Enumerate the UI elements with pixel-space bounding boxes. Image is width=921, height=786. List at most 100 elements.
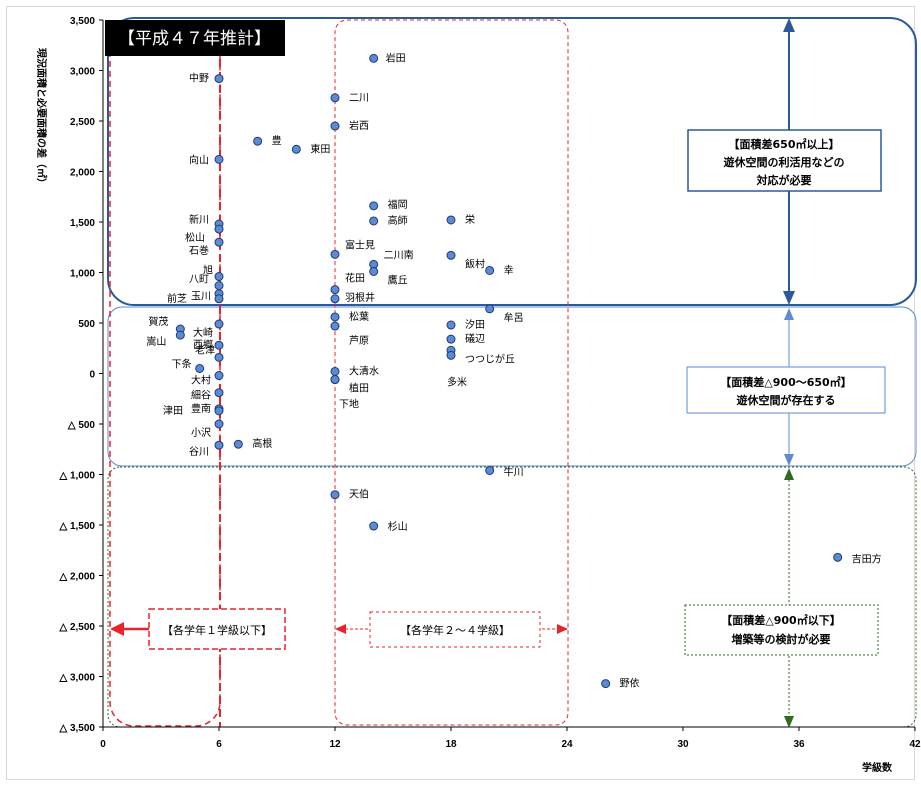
zone-upper-line2: 遊休空間の利活用などの (724, 155, 845, 169)
x-tick-label: 36 (793, 739, 805, 750)
data-point-label: 飯村 (465, 257, 485, 270)
title-badge-bg (105, 20, 285, 56)
y-tick-label: 0 (89, 370, 95, 381)
data-point (446, 334, 456, 344)
data-point (330, 93, 340, 103)
data-point-label: 嵩山 (146, 336, 166, 348)
data-point (369, 521, 379, 531)
data-point-label: 下条 (172, 357, 192, 370)
data-point-label: 老津 (195, 343, 215, 356)
data-point-label: 杉山 (388, 520, 408, 533)
data-point-label: 花田 (345, 272, 365, 285)
data-point-label: 高師 (388, 214, 408, 227)
data-point-label: 豊 (272, 134, 282, 147)
data-point-label: 野依 (620, 677, 640, 690)
data-point (485, 265, 495, 275)
data-point (446, 250, 456, 260)
class1-annotation: 【各学年１学級以下】 (110, 608, 286, 650)
data-point-label: 二川南 (384, 248, 414, 261)
zone-lower-line1: 【面積差△900㎡以下】 (721, 613, 840, 627)
data-point-label: 二川 (349, 93, 369, 104)
data-point (485, 465, 495, 475)
data-point-label: 芦原 (349, 335, 369, 347)
x-tick-label: 42 (909, 739, 921, 750)
data-point-label: 岩西 (349, 119, 369, 132)
y-axis-title: 現況面積と必要面積の差（㎡） (35, 48, 48, 188)
data-point-label: 牛川 (504, 465, 524, 478)
class2to4-annotation: 【各学年２～４学級】 (335, 611, 568, 648)
data-point (369, 266, 379, 276)
x-tick-label: 12 (329, 739, 341, 750)
y-tick-label: 1,500 (70, 218, 95, 229)
y-tick-label: △ 1,500 (59, 521, 96, 532)
class2to4-label: 【各学年２～４学級】 (400, 623, 510, 637)
y-tick-label: 3,000 (70, 67, 95, 78)
data-point (369, 53, 379, 63)
data-point-label: 礒辺 (465, 332, 485, 345)
data-point (330, 249, 340, 259)
zone-lower-line2: 増築等の検討が必要 (732, 632, 831, 646)
y-tick-label: 2,000 (70, 168, 95, 179)
data-point (330, 375, 340, 385)
data-point-label: 牟呂 (504, 311, 524, 324)
data-point-label: 向山 (189, 153, 209, 166)
data-point (253, 136, 263, 146)
y-tick-label: 500 (78, 319, 95, 330)
zone-upper-box (107, 17, 917, 306)
data-point-label: 西郷 (193, 339, 213, 351)
data-point-label: 細谷 (191, 389, 211, 402)
data-point-label: 栄 (465, 214, 475, 226)
data-point (369, 201, 379, 211)
data-point-label: 八町 (189, 275, 209, 286)
data-point (369, 216, 379, 226)
x-ticks: 0 6 12 18 24 30 36 42 (100, 727, 921, 750)
data-point-label: 大崎 (193, 326, 213, 339)
middle-arrow-head-top (784, 308, 794, 320)
data-point-label: 谷川 (189, 446, 209, 458)
upper-arrow-head-top (783, 18, 795, 32)
zone-middle-label: 【面積差△900～650㎡】 遊休空間が存在する (686, 366, 886, 414)
data-point-label: 高根 (252, 437, 272, 450)
zone-lower-label: 【面積差△900㎡以下】 増築等の検討が必要 (684, 604, 879, 656)
lower-arrow-head-top (784, 468, 794, 480)
data-point (446, 215, 456, 225)
data-point-label: 植田 (349, 382, 369, 395)
data-point-label: 賀茂 (148, 315, 168, 328)
data-point (195, 363, 205, 373)
data-point-label: 大清水 (349, 364, 379, 377)
data-point (214, 224, 224, 234)
data-point (833, 552, 843, 562)
data-point-label: 旭 (203, 265, 213, 277)
y-tick-label: △ 1,000 (59, 471, 96, 482)
zone-middle-box (107, 306, 917, 467)
data-point-label: 玉川 (191, 292, 211, 303)
x-tick-label: 6 (216, 739, 222, 750)
zone-middle-line2: 遊休空間が存在する (737, 393, 836, 407)
y-tick-label: △ 3,000 (59, 673, 96, 684)
data-point-label: 岩田 (386, 51, 406, 64)
data-point-label: 豊南 (191, 402, 211, 415)
zone-upper-line1: 【面積差650㎡以上】 (729, 137, 840, 151)
zone-upper-label: 【面積差650㎡以上】 遊休空間の利活用などの 対応が必要 (687, 129, 882, 192)
data-point (214, 371, 224, 381)
y-tick-label: △ 2,000 (59, 572, 96, 583)
data-point (214, 388, 224, 398)
data-point-label: 天伯 (349, 488, 369, 501)
data-point-label: 富士見 (345, 238, 375, 251)
data-point (291, 144, 301, 154)
data-point-label: 小沢 (191, 426, 211, 439)
data-point (214, 340, 224, 350)
data-point (214, 294, 224, 304)
y-tick-label: △ 3,500 (59, 723, 96, 734)
data-point (330, 312, 340, 322)
zone-middle-line1: 【面積差△900～650㎡】 (720, 375, 851, 389)
data-point (446, 350, 456, 360)
upper-arrow-head-bottom (783, 291, 795, 305)
data-point-label: 幸 (504, 264, 514, 276)
data-point (214, 319, 224, 329)
data-point-label: つつじが丘 (465, 352, 515, 365)
data-point (330, 121, 340, 131)
y-tick-label: △ 500 (67, 420, 96, 431)
data-point (330, 490, 340, 500)
data-point-label: 大村 (191, 374, 211, 387)
